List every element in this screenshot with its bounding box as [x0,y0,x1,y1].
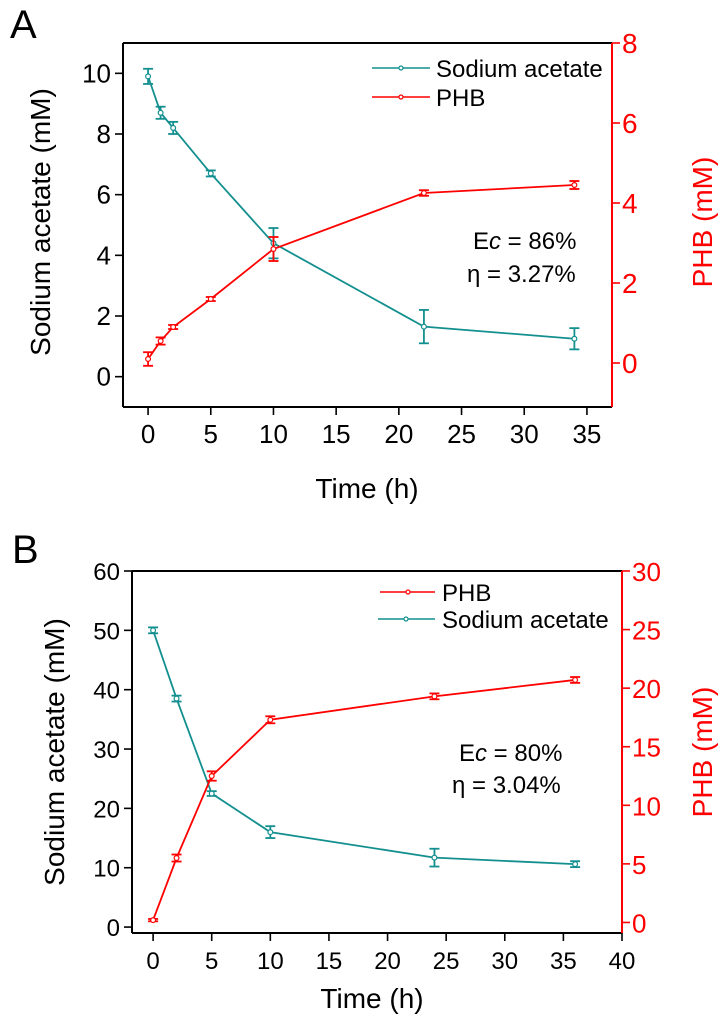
y-left-tick-label: 10 [93,856,120,883]
y-right-tick-label: 8 [622,28,638,59]
x-tick-label: 25 [433,948,460,975]
x-tick-label: 5 [204,419,218,449]
phb-point [173,855,180,862]
y-left-tick-label: 4 [97,240,111,270]
y-left-tick-label: 6 [97,180,111,210]
y-left-tick-label: 8 [97,119,111,149]
phb-point [431,693,438,700]
panel-b-annotation-eta: η = 3.04% [452,772,561,799]
sodium-acetate-point [170,124,177,131]
legend-phb-label: PHB [436,85,485,112]
panel-b-ylabel-right: PHB (mM) [687,687,718,818]
x-tick-label: 0 [146,948,159,975]
y-right-tick-label: 6 [622,108,638,139]
legend-phb-marker [405,589,411,595]
y-right-tick-label: 15 [632,733,661,763]
panel-a-annotation-ec: Ec = 86% [473,228,576,255]
y-left-tick-label: 30 [93,737,120,764]
panel-b-xlabel: Time (h) [320,983,423,1014]
sodium-acetate-point [150,627,157,634]
x-tick-label: 35 [572,419,601,449]
panel-b-legend: PHB Sodium acetate [378,580,609,634]
y-right-tick-label: 0 [622,348,638,379]
sodium-acetate-point [173,695,180,702]
phb-point [270,246,277,253]
x-tick-label: 15 [322,419,351,449]
phb-point [170,324,177,331]
y-left-tick-label: 0 [107,915,120,942]
x-tick-label: 5 [205,948,218,975]
y-right-tick-label: 30 [632,557,661,587]
y-right-tick-label: 4 [622,188,638,219]
panel-a-ylabel-right: PHB (mM) [687,157,718,288]
panel-a-legend: Sodium acetate PHB [372,56,603,112]
sodium-acetate-point [145,73,152,80]
legend-acetate-label: Sodium acetate [442,607,609,634]
panel-a-label: A [10,3,37,47]
sodium-acetate-point [431,854,438,861]
x-tick-label: 30 [510,419,539,449]
phb-point [145,356,152,363]
sodium-acetate-point [420,323,427,330]
phb-line [152,679,576,921]
x-tick-label: 15 [316,948,343,975]
y-right-tick-label: 25 [632,616,661,646]
phb-point [571,182,578,189]
panel-a-xlabel: Time (h) [315,473,418,504]
sodium-acetate-point [572,861,579,868]
sodium-acetate-point [157,109,164,116]
panel-b-plot: 0 5 10 15 20 25 30 35 40 0 10 20 30 40 50 60 0 5 10 15 20 25 3… [93,557,661,975]
x-tick-label: 20 [374,948,401,975]
y-left-tick-label: 2 [97,301,111,331]
x-tick-label: 30 [491,948,518,975]
x-tick-label: 25 [447,419,476,449]
legend-phb-label: PHB [442,580,491,607]
panel-b-annotation-ec: Ec = 80% [459,740,562,767]
phb-point [150,917,157,924]
x-tick-label: 10 [257,948,284,975]
phb-point [572,676,579,683]
phb-point [208,773,215,780]
panel-a-annotation-eta: η = 3.27% [467,261,576,288]
y-right-tick-label: 2 [622,268,638,299]
sodium-acetate-point [207,170,214,177]
phb-point [267,716,274,723]
x-tick-label: 10 [259,419,288,449]
legend-phb-marker [398,94,404,100]
y-right-tick-label: 0 [632,908,646,938]
y-left-tick-label: 0 [97,362,111,392]
y-left-tick-label: 40 [93,678,120,705]
legend-acetate-marker [398,65,404,71]
panel-b: B Time (h) Sodium acetate (mM) PHB (mM) … [12,528,718,1014]
phb-point [157,338,164,345]
x-tick-label: 20 [384,419,413,449]
y-left-tick-label: 50 [93,618,120,645]
y-right-tick-label: 5 [632,850,646,880]
sodium-acetate-point [571,335,578,342]
x-tick-label: 40 [609,948,636,975]
y-left-tick-label: 60 [93,559,120,586]
panel-b-label: B [12,528,39,572]
phb-point [207,296,214,303]
sodium-acetate-point [267,829,274,836]
x-tick-label: 0 [141,419,155,449]
y-left-tick-label: 20 [93,796,120,823]
y-right-tick-label: 20 [632,674,661,704]
panel-a-plot: 0 5 10 15 20 25 30 35 0 2 4 6 8 10 0 2 4 6 8 [82,28,638,449]
sodium-acetate-line [152,630,576,866]
x-tick-label: 35 [550,948,577,975]
sodium-acetate-point [208,790,215,797]
legend-acetate-label: Sodium acetate [436,56,603,83]
panel-a-ylabel-left: Sodium acetate (mM) [25,88,56,356]
phb-point [420,190,427,197]
y-right-tick-label: 10 [632,791,661,821]
panel-a: A Time (h) Sodium acetate (mM) PHB (mM) … [10,3,718,504]
y-left-tick-label: 10 [82,58,111,88]
panel-b-ylabel-left: Sodium acetate (mM) [39,618,70,886]
legend-acetate-marker [403,616,409,622]
